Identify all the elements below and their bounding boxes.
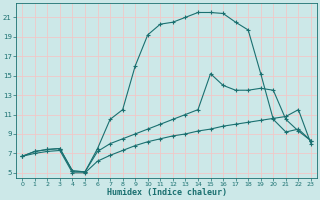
X-axis label: Humidex (Indice chaleur): Humidex (Indice chaleur) — [107, 188, 227, 197]
